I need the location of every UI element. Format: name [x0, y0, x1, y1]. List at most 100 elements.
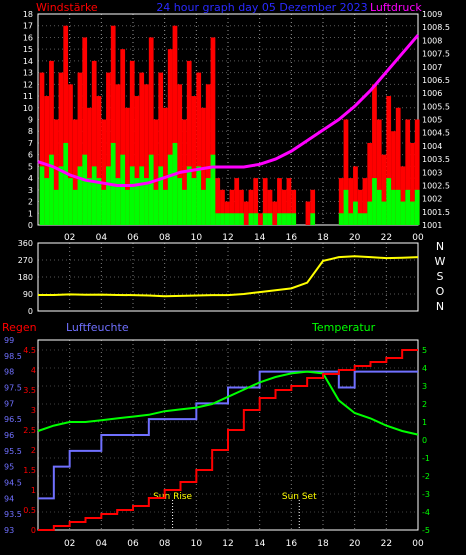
x-tick-label: 18: [317, 539, 329, 549]
gust-bar: [44, 96, 50, 225]
gust-bar: [386, 96, 392, 225]
gust-bar: [291, 189, 297, 225]
x-tick-label: 18: [317, 233, 329, 243]
gust-bar: [405, 119, 411, 225]
rain-line: [38, 349, 418, 531]
wind-mean-bars: [39, 142, 420, 225]
wind-tick-label: 3: [28, 186, 33, 195]
direction-line: [38, 255, 419, 298]
humidity-line: [38, 370, 418, 500]
gust-bar: [153, 119, 159, 225]
mean-bar: [182, 189, 187, 225]
direction-axis-ticks: 0 90 180 270 360: [18, 239, 33, 316]
mean-bar: [353, 201, 358, 225]
temperature-axis-ticks: -5 -4 -3 -2 -1 0 1 2 3 4 5: [422, 346, 430, 535]
climate-panel: Regen Luftfeuchte Temperatur Sun Rise Sun…: [2, 321, 430, 549]
pressure-tick-label: 1007: [422, 63, 442, 72]
mean-bar: [106, 166, 111, 225]
gust-bar: [144, 84, 149, 225]
x-tick-label: 02: [64, 233, 75, 243]
gust-bar: [186, 60, 192, 226]
mean-bar: [39, 166, 45, 225]
gust-bar: [72, 119, 78, 225]
mean-bar: [362, 213, 368, 225]
gust-bar: [258, 213, 263, 225]
mean-bar: [72, 189, 78, 225]
pressure-tick-label: 1004.5: [422, 129, 450, 138]
mean-bar: [224, 213, 230, 225]
mean-bar: [68, 178, 73, 225]
wind-tick-label: 9: [28, 116, 33, 125]
gust-bar: [158, 72, 164, 225]
rain-tick-label: 0.5: [23, 506, 36, 515]
humidity-tick-label: 94: [4, 494, 14, 503]
pressure-tick-label: 1009: [422, 10, 442, 19]
gust-bar: [167, 49, 173, 225]
pressure-tick-label: 1002: [422, 195, 442, 204]
gust-bar: [139, 72, 145, 225]
gust-bar: [191, 96, 197, 225]
gust-bar: [281, 189, 287, 225]
humidity-label: Luftfeuchte: [66, 321, 129, 334]
mean-bar: [248, 213, 254, 225]
pressure-tick-label: 1008.5: [422, 23, 450, 32]
mean-bar: [286, 213, 292, 225]
gust-bar: [63, 25, 69, 225]
mean-bar: [215, 213, 221, 225]
gust-bar: [210, 37, 216, 225]
direction-tick-label: 270: [18, 256, 33, 265]
gust-bar: [49, 60, 54, 226]
mean-bar: [177, 178, 183, 225]
humidity-tick-label: 96.5: [4, 415, 22, 424]
gust-bar: [338, 178, 344, 225]
humidity-tick-label: 94.5: [4, 479, 22, 488]
x-tick-label: 22: [381, 233, 392, 243]
mean-bar: [129, 166, 135, 225]
gust-bar: [357, 189, 363, 225]
temperature-label: Temperatur: [311, 321, 376, 334]
gust-bar: [234, 178, 240, 225]
humidity-tick-label: 95.5: [4, 447, 22, 456]
mean-bar: [310, 213, 316, 225]
x-tick-label: 04: [96, 233, 108, 243]
mean-bar: [186, 166, 192, 225]
x-tick-label: 10: [191, 233, 203, 243]
wind-x-ticks: 02 04 06 08 10 12 14 16 18 20 22 00: [64, 233, 424, 243]
mean-bar: [148, 154, 154, 225]
x-tick-label: 04: [96, 539, 108, 549]
mean-bar: [381, 201, 387, 225]
temperature-tick-label: 4: [422, 364, 427, 373]
mean-bar: [201, 189, 206, 225]
gust-bar: [348, 178, 354, 225]
mean-bar: [253, 213, 259, 225]
temperature-tick-label: 3: [422, 382, 427, 391]
x-tick-label: 00: [412, 539, 424, 549]
gust-bar: [400, 166, 406, 225]
gust-bar: [106, 72, 111, 225]
gust-bar: [110, 25, 116, 225]
compass-label: O: [436, 285, 445, 298]
x-tick-label: 16: [286, 539, 298, 549]
x-tick-label: 12: [222, 539, 233, 549]
humidity-tick-label: 99: [4, 336, 14, 345]
gust-bar: [310, 189, 316, 225]
wind-tick-label: 15: [23, 45, 33, 54]
x-tick-label: 06: [127, 539, 139, 549]
pressure-tick-label: 1007.5: [422, 50, 450, 59]
mean-bar: [400, 201, 406, 225]
wind-tick-label: 14: [23, 57, 33, 66]
mean-bar: [372, 178, 377, 225]
graph-title: 24 hour graph day 05 Dezember 2023: [156, 1, 367, 14]
humidity-tick-label: 98.5: [4, 352, 22, 361]
gust-bar: [120, 49, 126, 225]
gust-bar: [381, 154, 387, 225]
mean-bar: [267, 213, 273, 225]
pressure-title: Luftdruck: [370, 1, 422, 14]
direction-tick-label: 90: [23, 290, 33, 299]
gust-bar: [248, 189, 254, 225]
mean-bar: [239, 213, 244, 225]
x-tick-label: 00: [412, 233, 424, 243]
compass-label: N: [436, 300, 444, 313]
